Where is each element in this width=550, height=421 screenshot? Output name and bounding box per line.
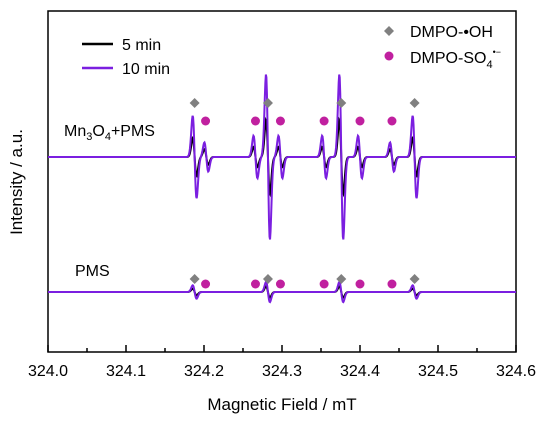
- dmpo-oh-marker: [409, 274, 420, 284]
- x-axis-ticks: [47, 345, 517, 352]
- dmpo-so4-marker: [387, 116, 397, 126]
- legend-circle-icon: [384, 51, 394, 61]
- x-tick-label: 324.2: [184, 363, 224, 380]
- dmpo-so4-marker: [387, 279, 397, 289]
- legend-label-5min: 5 min: [122, 37, 161, 54]
- x-tick-label: 324.4: [340, 363, 380, 380]
- marker-layer: [189, 98, 420, 289]
- dmpo-so4-marker: [250, 116, 260, 126]
- dmpo-oh-marker: [336, 98, 347, 108]
- dmpo-oh-marker: [262, 98, 273, 108]
- legend-label-dmpo-oh: DMPO-•OH: [410, 24, 493, 41]
- series-layer: [48, 74, 516, 304]
- x-tick-label: 324.1: [106, 363, 146, 380]
- dmpo-so4-marker: [275, 279, 285, 289]
- dmpo-so4-marker: [275, 116, 285, 126]
- dmpo-so4-marker: [319, 279, 329, 289]
- x-axis-title: Magnetic Field / mT: [207, 395, 356, 414]
- dmpo-oh-marker: [409, 98, 420, 108]
- dmpo-oh-marker: [189, 98, 200, 108]
- dmpo-so4-marker: [201, 279, 211, 289]
- x-tick-label: 324.3: [262, 363, 302, 380]
- dmpo-so4-marker: [355, 116, 365, 126]
- dmpo-oh-marker: [262, 274, 273, 284]
- y-axis-title: Intensity / a.u.: [7, 129, 26, 235]
- x-tick-label: 324.0: [28, 363, 68, 380]
- series-line: [48, 74, 516, 240]
- legend-label-dmpo-so4: DMPO-SO4•−: [410, 47, 501, 71]
- panel-label-mn3o4-pms: Mn3O4+PMS: [64, 123, 155, 143]
- dmpo-oh-marker: [336, 274, 347, 284]
- legend-diamond-icon: [384, 26, 394, 36]
- marker-legend: DMPO-•OH DMPO-SO4•−: [384, 24, 501, 71]
- series-line: [48, 280, 516, 304]
- legend-label-10min: 10 min: [122, 61, 170, 78]
- dmpo-so4-marker: [355, 279, 365, 289]
- line-legend: 5 min 10 min: [82, 37, 170, 78]
- dmpo-so4-marker: [250, 279, 260, 289]
- panel-label-pms: PMS: [75, 263, 110, 280]
- x-tick-labels: 324.0 324.1 324.2 324.3 324.4 324.5 324.…: [28, 363, 536, 380]
- dmpo-oh-marker: [189, 274, 200, 284]
- dmpo-so4-marker: [319, 116, 329, 126]
- dmpo-so4-marker: [201, 116, 211, 126]
- x-tick-label: 324.5: [418, 363, 458, 380]
- x-tick-label: 324.6: [496, 363, 536, 380]
